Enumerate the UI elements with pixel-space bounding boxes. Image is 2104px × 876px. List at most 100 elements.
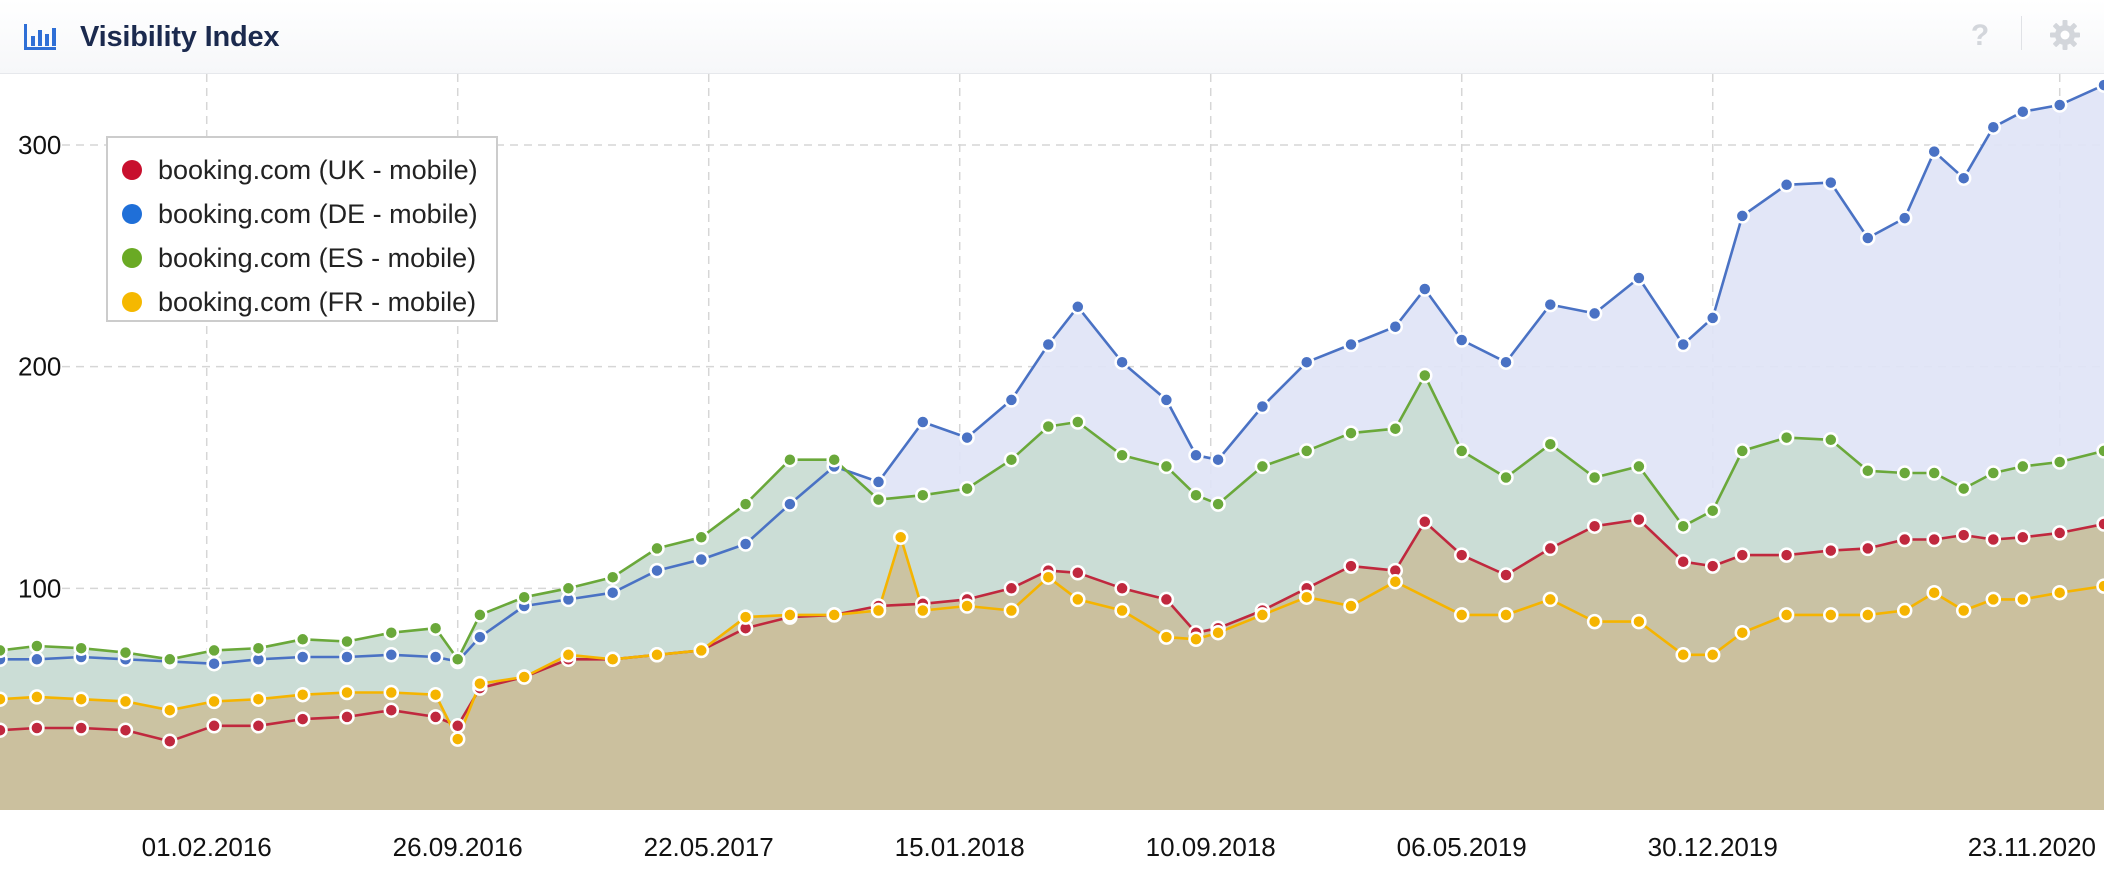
data-point-0-1: [29, 651, 45, 668]
data-point-2-52: [2051, 525, 2068, 541]
legend-item-uk[interactable]: booking.com (UK - mobile): [108, 148, 496, 192]
widget-header: Visibility Index ?: [0, 0, 2104, 74]
data-point-1-43: [1734, 443, 1751, 459]
data-point-1-32: [1298, 443, 1315, 459]
data-point-0-52: [2051, 97, 2068, 113]
data-point-1-2: [73, 640, 89, 656]
data-point-3-53: [2096, 578, 2104, 594]
legend-label-de: booking.com (DE - mobile): [158, 199, 478, 229]
series-area-3: [0, 537, 2104, 810]
data-point-0-53: [2096, 77, 2104, 93]
data-point-3-36: [1453, 607, 1470, 623]
data-point-3-9: [383, 684, 400, 701]
data-point-0-23: [959, 429, 975, 446]
data-point-2-49: [1955, 527, 1972, 543]
data-point-2-45: [1823, 542, 1839, 559]
data-point-0-45: [1823, 174, 1839, 191]
data-point-0-22: [915, 414, 931, 430]
data-point-2-38: [1542, 540, 1559, 557]
legend-item-fr[interactable]: booking.com (FR - mobile): [108, 280, 496, 324]
data-point-2-1: [29, 720, 45, 736]
chart-legend: booking.com (UK - mobile) booking.com (D…: [106, 136, 498, 322]
data-point-3-3: [117, 693, 134, 710]
data-point-1-23: [959, 480, 975, 497]
data-point-3-34: [1343, 598, 1359, 614]
help-icon[interactable]: ?: [1970, 19, 1990, 52]
data-point-1-28: [1158, 458, 1175, 475]
data-point-2-8: [339, 709, 355, 725]
data-point-3-5: [206, 693, 222, 710]
data-point-3-49: [1955, 602, 1972, 619]
data-point-0-25: [1040, 336, 1057, 353]
data-point-3-19: [782, 607, 798, 623]
data-point-2-26: [1070, 565, 1086, 581]
data-point-2-9: [383, 702, 400, 718]
y-tick-label-0: 100: [18, 573, 61, 603]
data-point-1-17: [693, 529, 710, 546]
data-point-2-7: [294, 711, 311, 727]
data-point-1-44: [1778, 429, 1795, 446]
data-point-0-34: [1387, 318, 1404, 335]
data-point-3-13: [516, 669, 532, 685]
data-point-1-47: [1896, 465, 1913, 481]
data-point-1-12: [472, 607, 488, 623]
data-point-0-19: [782, 496, 798, 512]
data-point-1-48: [1926, 465, 1942, 481]
data-point-2-6: [250, 718, 267, 734]
data-point-1-18: [737, 496, 754, 512]
data-point-1-4: [162, 651, 178, 668]
data-point-0-31: [1254, 398, 1271, 415]
header-divider: [2021, 16, 2022, 50]
data-point-2-39: [1586, 518, 1603, 534]
data-point-1-1: [29, 638, 45, 654]
data-point-0-41: [1675, 336, 1691, 353]
data-point-2-10: [427, 709, 444, 725]
data-point-3-25: [1003, 602, 1020, 619]
data-point-0-33: [1343, 336, 1359, 353]
data-point-0-35: [1417, 281, 1433, 297]
gear-icon[interactable]: [2048, 18, 2082, 52]
data-point-0-43: [1734, 208, 1751, 224]
data-point-3-38: [1542, 591, 1559, 608]
data-point-0-40: [1631, 270, 1647, 286]
legend-dot-de: [122, 204, 142, 224]
data-point-0-47: [1896, 210, 1913, 226]
data-point-3-24: [959, 598, 975, 614]
data-point-0-42: [1704, 310, 1721, 326]
data-point-0-24: [1003, 392, 1020, 408]
data-point-0-21: [870, 474, 887, 490]
data-point-0-39: [1586, 305, 1603, 322]
data-point-3-47: [1896, 602, 1913, 619]
data-point-3-8: [339, 684, 355, 701]
data-point-1-15: [604, 569, 621, 585]
data-point-3-16: [649, 647, 665, 663]
data-point-1-49: [1955, 480, 1972, 497]
data-point-1-8: [339, 633, 355, 650]
data-point-1-40: [1631, 458, 1647, 475]
data-point-1-53: [2096, 443, 2104, 459]
data-point-3-52: [2051, 584, 2068, 601]
data-point-3-2: [73, 691, 89, 707]
legend-item-de[interactable]: booking.com (DE - mobile): [108, 192, 496, 236]
data-point-0-38: [1542, 296, 1559, 313]
data-point-3-32: [1254, 607, 1271, 623]
data-point-2-5: [206, 718, 222, 734]
data-point-0-16: [649, 562, 665, 579]
data-point-0-32: [1298, 354, 1315, 370]
data-point-2-37: [1498, 567, 1514, 583]
x-tick-label-6: 30.12.2019: [1648, 832, 1778, 862]
legend-label-uk: booking.com (UK - mobile): [158, 155, 478, 185]
data-point-2-24: [1003, 580, 1020, 597]
data-point-1-51: [2015, 458, 2031, 475]
data-point-3-35: [1387, 573, 1404, 590]
data-point-0-48: [1926, 143, 1942, 160]
data-point-1-19: [782, 451, 798, 468]
legend-item-es[interactable]: booking.com (ES - mobile): [108, 236, 496, 280]
data-point-0-17: [693, 551, 710, 568]
data-point-3-15: [604, 651, 621, 668]
data-point-3-51: [2015, 591, 2031, 608]
data-point-3-42: [1704, 647, 1721, 663]
data-point-3-26: [1040, 569, 1057, 585]
data-point-3-33: [1298, 589, 1315, 605]
data-point-1-46: [1860, 463, 1876, 479]
